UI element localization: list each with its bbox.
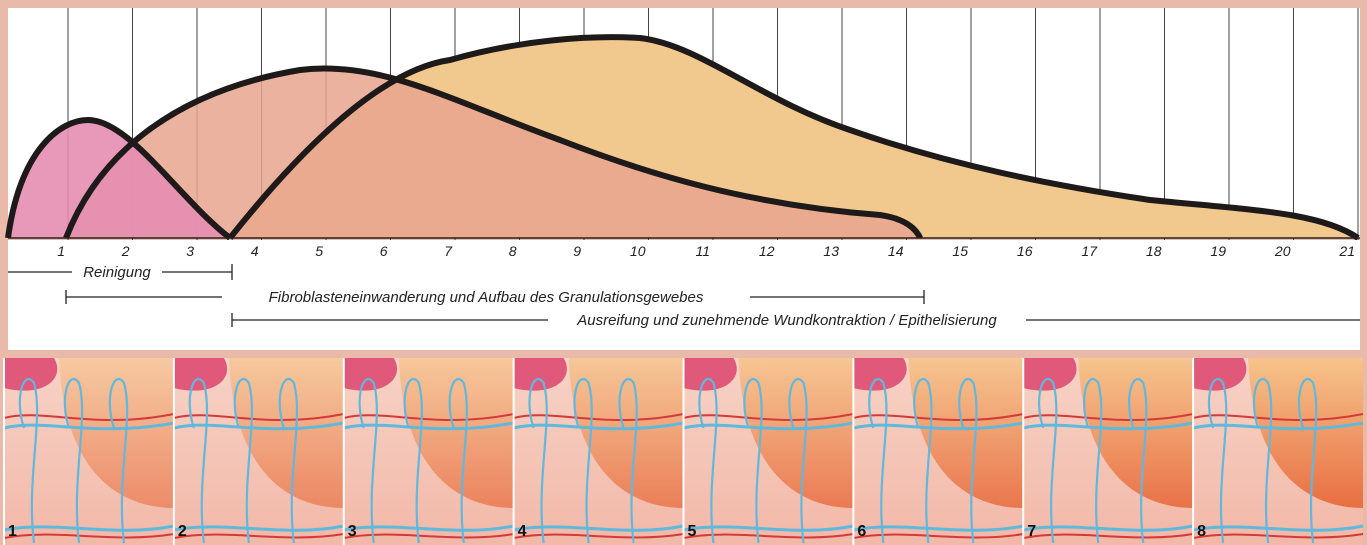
day-label: 16 <box>1017 243 1033 259</box>
panel-number: 4 <box>518 523 527 540</box>
day-label: 7 <box>444 243 453 259</box>
panel-number: 2 <box>178 523 187 540</box>
day-label: 1 <box>57 243 65 259</box>
day-label: 12 <box>759 243 775 259</box>
day-label: 17 <box>1081 243 1098 259</box>
panel: 8 <box>1193 358 1363 545</box>
panel: 1 <box>4 358 174 545</box>
phase-label: Ausreifung und zunehmende Wundkontraktio… <box>576 312 997 329</box>
panel-number: 5 <box>688 523 697 540</box>
day-label: 19 <box>1210 243 1226 259</box>
day-label: 18 <box>1146 243 1162 259</box>
panel-number: 6 <box>857 523 866 540</box>
day-label: 10 <box>630 243 646 259</box>
phase-label: Fibroblasteneinwanderung und Aufbau des … <box>269 289 704 306</box>
panel-number: 7 <box>1027 523 1036 540</box>
panel: 2 <box>174 358 344 545</box>
panel: 7 <box>1023 358 1193 545</box>
panel-number: 1 <box>8 523 17 540</box>
day-label: 11 <box>695 243 710 259</box>
day-label: 9 <box>573 243 581 259</box>
panel-number: 3 <box>348 523 357 540</box>
day-label: 21 <box>1338 243 1355 259</box>
panel: 6 <box>853 358 1023 545</box>
day-label: 6 <box>380 243 388 259</box>
day-label: 20 <box>1274 243 1291 259</box>
day-label: 3 <box>186 243 194 259</box>
phase-label: Reinigung <box>83 264 151 281</box>
panel: 5 <box>684 358 854 545</box>
day-label: 13 <box>823 243 839 259</box>
day-label: 8 <box>509 243 517 259</box>
day-label: 2 <box>121 243 130 259</box>
day-label: 4 <box>251 243 259 259</box>
wound-healing-diagram: Reinigung Fibroblasteneinwanderung und A… <box>0 0 1367 545</box>
panel-number: 8 <box>1197 523 1206 540</box>
panel: 4 <box>514 358 684 545</box>
panels: 1 2 3 4 5 6 7 8 <box>4 358 1363 545</box>
day-label: 14 <box>888 243 904 259</box>
day-label: 15 <box>952 243 968 259</box>
panel: 3 <box>344 358 514 545</box>
day-label: 5 <box>315 243 323 259</box>
